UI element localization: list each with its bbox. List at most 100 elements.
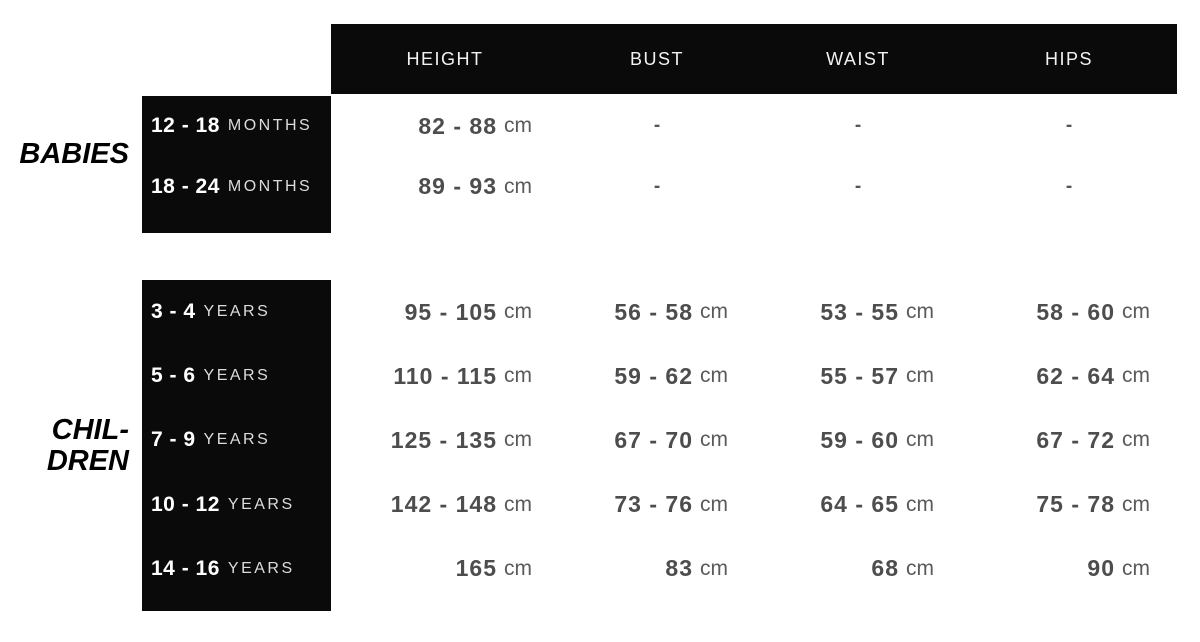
section-label-children-line2: DREN <box>46 445 129 477</box>
cell-hips: 58 - 60 cm <box>961 280 1177 344</box>
unit: cm <box>1122 364 1150 388</box>
cell-height: 142 - 148 cm <box>331 473 559 537</box>
age-row-10-12-years: 10 - 12 YEARS <box>142 473 331 537</box>
cell-hips-empty: - <box>961 96 1177 157</box>
value: 59 - 62 <box>614 362 693 389</box>
cell-waist: 68 cm <box>755 537 961 601</box>
unit: cm <box>906 556 934 580</box>
age-row-12-18-months: 12 - 18 MONTHS <box>142 96 331 157</box>
unit: cm <box>906 300 934 324</box>
age-row-14-16-years: 14 - 16 YEARS <box>142 537 331 601</box>
unit: cm <box>504 428 532 452</box>
value: 53 - 55 <box>820 298 899 325</box>
cell-bust-empty: - <box>559 96 755 157</box>
value: 125 - 135 <box>390 426 497 453</box>
section-label-babies: BABIES <box>19 138 129 170</box>
age-labels-babies: 12 - 18 MONTHS 18 - 24 MONTHS <box>142 96 331 233</box>
unit: cm <box>504 300 532 324</box>
age-range: 14 - 16 <box>151 556 220 580</box>
column-header-waist: WAIST <box>826 48 890 69</box>
age-range: 10 - 12 <box>151 492 220 516</box>
unit: cm <box>906 428 934 452</box>
value: 64 - 65 <box>820 491 899 518</box>
cell-hips: 90 cm <box>961 537 1177 601</box>
age-range: 5 - 6 <box>151 364 196 388</box>
column-header-bust: BUST <box>629 48 684 69</box>
unit: cm <box>700 428 728 452</box>
empty-marker: - <box>1065 115 1073 137</box>
measurements-babies: 82 - 88 cm - - - 89 - 93 cm - - - <box>331 96 1177 233</box>
cell-bust: 56 - 58 cm <box>559 280 755 344</box>
cell-height: 125 - 135 cm <box>331 408 559 472</box>
empty-marker: - <box>653 115 661 137</box>
value: 110 - 115 <box>393 362 497 389</box>
unit: cm <box>906 364 934 388</box>
unit: cm <box>700 364 728 388</box>
cell-hips: 62 - 64 cm <box>961 344 1177 408</box>
unit: cm <box>1122 428 1150 452</box>
unit: cm <box>1122 492 1150 516</box>
value: 59 - 60 <box>820 426 899 453</box>
age-row-18-24-months: 18 - 24 MONTHS <box>142 157 331 218</box>
empty-marker: - <box>1065 175 1073 197</box>
cell-height: 95 - 105 cm <box>331 280 559 344</box>
value: 75 - 78 <box>1036 491 1115 518</box>
age-range: 12 - 18 <box>151 114 220 138</box>
unit: cm <box>700 556 728 580</box>
cell-bust-empty: - <box>559 157 755 218</box>
unit: cm <box>700 300 728 324</box>
section-label-children-line1: CHIL- <box>51 414 129 446</box>
cell-height: 110 - 115 cm <box>331 344 559 408</box>
unit: cm <box>504 556 532 580</box>
cell-waist: 55 - 57 cm <box>755 344 961 408</box>
age-range: 7 - 9 <box>151 428 196 452</box>
age-row-3-4-years: 3 - 4 YEARS <box>142 280 331 344</box>
value: 95 - 105 <box>404 298 497 325</box>
age-row-7-9-years: 7 - 9 YEARS <box>142 408 331 472</box>
cell-bust: 83 cm <box>559 537 755 601</box>
value: 90 <box>1087 555 1115 582</box>
cell-height: 89 - 93 cm <box>331 157 559 218</box>
unit: cm <box>504 492 532 516</box>
age-range: 3 - 4 <box>151 300 196 324</box>
measurements-children: 95 - 105 cm 56 - 58 cm 53 - 55 cm 58 - 6… <box>331 280 1177 611</box>
value: 58 - 60 <box>1036 298 1115 325</box>
value: 89 - 93 <box>418 173 497 200</box>
value: 73 - 76 <box>614 491 693 518</box>
cell-bust: 73 - 76 cm <box>559 473 755 537</box>
age-unit: YEARS <box>203 303 271 321</box>
cell-bust: 67 - 70 cm <box>559 408 755 472</box>
age-unit: MONTHS <box>227 177 313 195</box>
cell-waist: 64 - 65 cm <box>755 473 961 537</box>
cell-hips-empty: - <box>961 157 1177 218</box>
unit: cm <box>504 174 532 198</box>
column-header-hips: HIPS <box>1044 48 1093 69</box>
age-unit: YEARS <box>203 431 271 449</box>
unit: cm <box>504 364 532 388</box>
empty-marker: - <box>653 175 661 197</box>
unit: cm <box>1122 556 1150 580</box>
table-header: HEIGHT BUST WAIST HIPS <box>331 24 1177 94</box>
cell-hips: 67 - 72 cm <box>961 408 1177 472</box>
age-unit: YEARS <box>227 559 295 577</box>
age-unit: MONTHS <box>227 117 313 135</box>
empty-marker: - <box>854 175 862 197</box>
age-unit: YEARS <box>227 495 295 513</box>
cell-waist: 59 - 60 cm <box>755 408 961 472</box>
value: 68 <box>871 555 899 582</box>
value: 82 - 88 <box>418 112 497 139</box>
unit: cm <box>1122 300 1150 324</box>
value: 142 - 148 <box>390 491 497 518</box>
age-unit: YEARS <box>203 367 271 385</box>
cell-waist: 53 - 55 cm <box>755 280 961 344</box>
cell-hips: 75 - 78 cm <box>961 473 1177 537</box>
unit: cm <box>504 114 532 138</box>
unit: cm <box>700 492 728 516</box>
cell-bust: 59 - 62 cm <box>559 344 755 408</box>
unit: cm <box>906 492 934 516</box>
value: 56 - 58 <box>614 298 693 325</box>
value: 67 - 70 <box>614 426 693 453</box>
value: 83 <box>665 555 693 582</box>
value: 165 <box>455 555 497 582</box>
